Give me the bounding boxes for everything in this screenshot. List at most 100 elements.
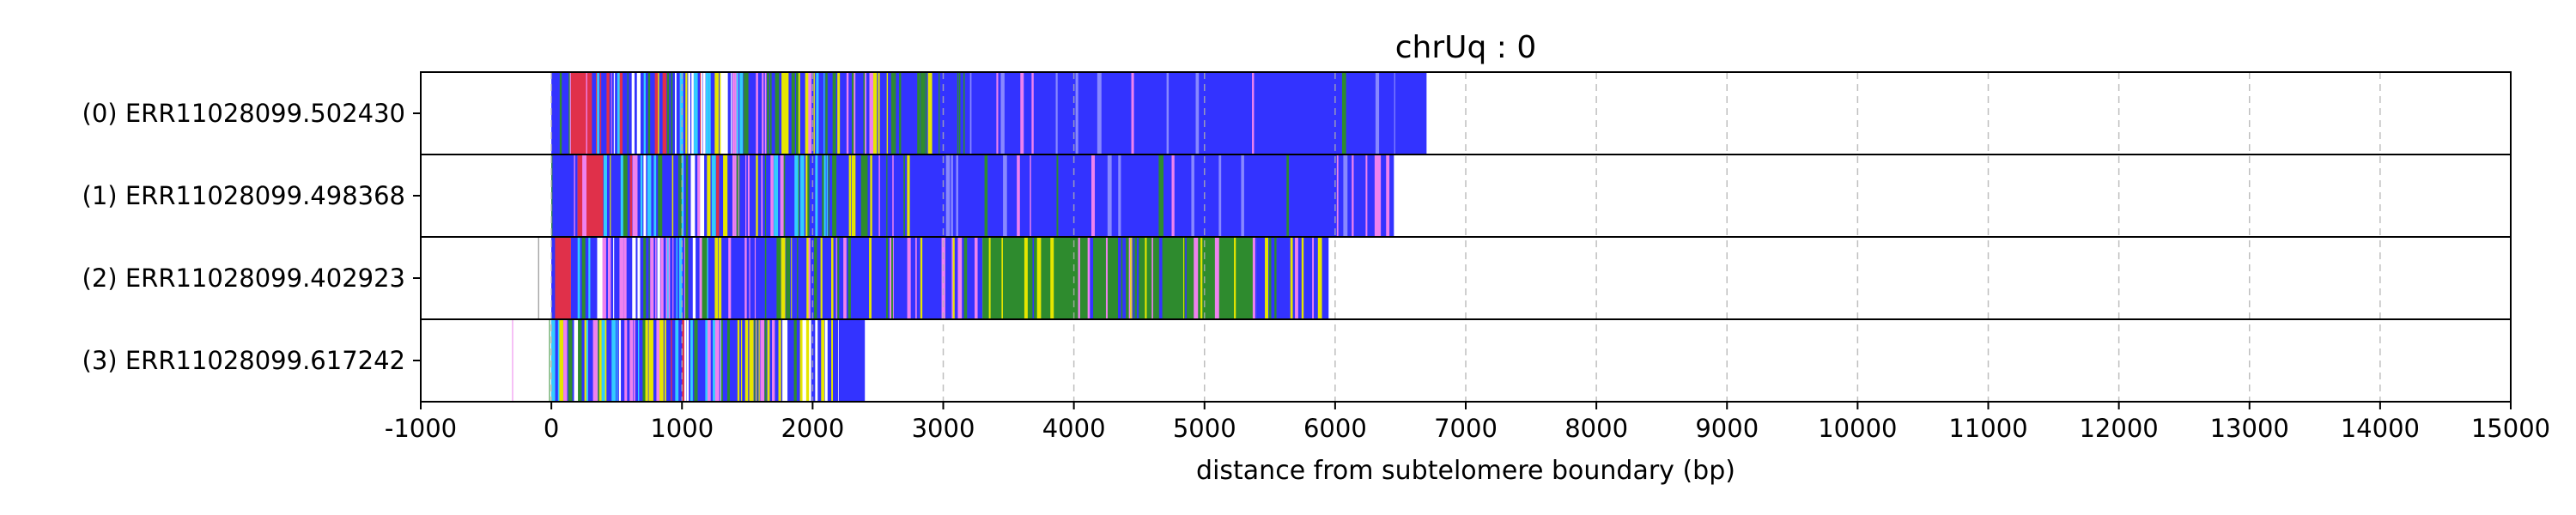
read-stripe [1312, 237, 1315, 319]
read-stripe [631, 72, 635, 154]
read-stripe [659, 154, 663, 237]
read-stripe [600, 237, 605, 319]
read-stripe [920, 237, 923, 319]
read-stripe [903, 154, 905, 237]
read-stripe [692, 237, 696, 319]
read-stripe [658, 72, 659, 154]
read-stripe [569, 72, 571, 154]
read-stripe [686, 319, 690, 402]
read-stripe [603, 154, 607, 237]
read-stripe [688, 72, 690, 154]
read-stripe [848, 154, 852, 237]
read-stripe [713, 319, 716, 402]
read-stripe [645, 319, 648, 402]
x-tick-label: 0 [544, 414, 559, 443]
read-stripe [714, 237, 719, 319]
read-stripe [1052, 237, 1054, 319]
read-stripe [620, 154, 624, 237]
read-stripe [892, 154, 894, 237]
read-stripe [1217, 237, 1219, 319]
read-stripe [731, 72, 732, 154]
read-stripe [854, 154, 856, 237]
read-segment [577, 154, 604, 237]
read-stripe [700, 72, 702, 154]
read-stripe [657, 237, 660, 319]
read-stripe [863, 154, 868, 237]
read-stripe [720, 72, 721, 154]
read-stripe [1343, 154, 1348, 237]
read-stripe [760, 319, 765, 402]
read-stripe [617, 72, 622, 154]
read-stripe [623, 154, 628, 237]
read-label: (3) ERR11028099.617242 [82, 346, 405, 375]
read-stripe [728, 237, 732, 319]
read-stripe [869, 237, 872, 319]
read-stripe [601, 319, 606, 402]
read-stripe [1317, 237, 1322, 319]
read-stripe [738, 154, 739, 237]
read-stripe [917, 72, 920, 154]
read-segment [838, 319, 866, 402]
read-stripe [1265, 237, 1269, 319]
read-stripe [686, 237, 689, 319]
read-stripe [1375, 72, 1380, 154]
read-stripe [720, 319, 723, 402]
read-stripe [690, 154, 696, 237]
read-stripe [618, 319, 622, 402]
read-stripe [984, 154, 988, 237]
read-stripe [774, 154, 779, 237]
read-stripe [797, 237, 799, 319]
read-label: (2) ERR11028099.402923 [82, 264, 405, 293]
read-stripe [1191, 154, 1194, 237]
read-stripe [781, 237, 786, 319]
x-tick-label: 11000 [1948, 414, 2027, 443]
read-stripe [816, 72, 819, 154]
read-stripe [826, 154, 829, 237]
read-stripe [1158, 237, 1163, 319]
read-stripe [764, 154, 767, 237]
read-stripe [1378, 154, 1382, 237]
read-stripe [1131, 72, 1134, 154]
read-stripe [1133, 237, 1135, 319]
read-label: (0) ERR11028099.502430 [82, 99, 405, 128]
read-stripe [890, 72, 895, 154]
read-stripe [744, 319, 749, 402]
read-stripe [747, 154, 750, 237]
read-stripe [606, 72, 610, 154]
read-stripe [1107, 154, 1112, 237]
read-stripe [749, 237, 750, 319]
read-stripe [1036, 237, 1042, 319]
read-stripe [1185, 237, 1187, 319]
read-stripe [584, 319, 587, 402]
read-stripe [716, 154, 720, 237]
read-stripe [654, 72, 659, 154]
read-stripe [805, 319, 811, 402]
read-stripe [969, 72, 972, 154]
read-stripe [683, 319, 687, 402]
read-stripe [732, 72, 735, 154]
read-stripe [776, 237, 781, 319]
read-stripe [705, 72, 709, 154]
read-stripe [808, 237, 811, 319]
read-stripe [749, 319, 752, 402]
read-stripe [832, 154, 837, 237]
read-stripe [656, 319, 660, 402]
read-stripe [1252, 237, 1257, 319]
read-stripe [579, 319, 581, 402]
x-tick-label: -1000 [385, 414, 457, 443]
read-stripe [1268, 237, 1272, 319]
read-stripe [1145, 237, 1147, 319]
read-stripe [1118, 154, 1121, 237]
read-stripe [1255, 237, 1257, 319]
read-stripe [627, 72, 629, 154]
read-stripe [798, 72, 800, 154]
read-stripe [667, 237, 669, 319]
read-stripe [685, 154, 689, 237]
read-stripe [664, 319, 666, 402]
read-stripe [720, 319, 721, 402]
read-stripe [781, 72, 786, 154]
read-stripe [805, 154, 809, 237]
read-stripe [723, 154, 727, 237]
read-stripe [1055, 72, 1058, 154]
